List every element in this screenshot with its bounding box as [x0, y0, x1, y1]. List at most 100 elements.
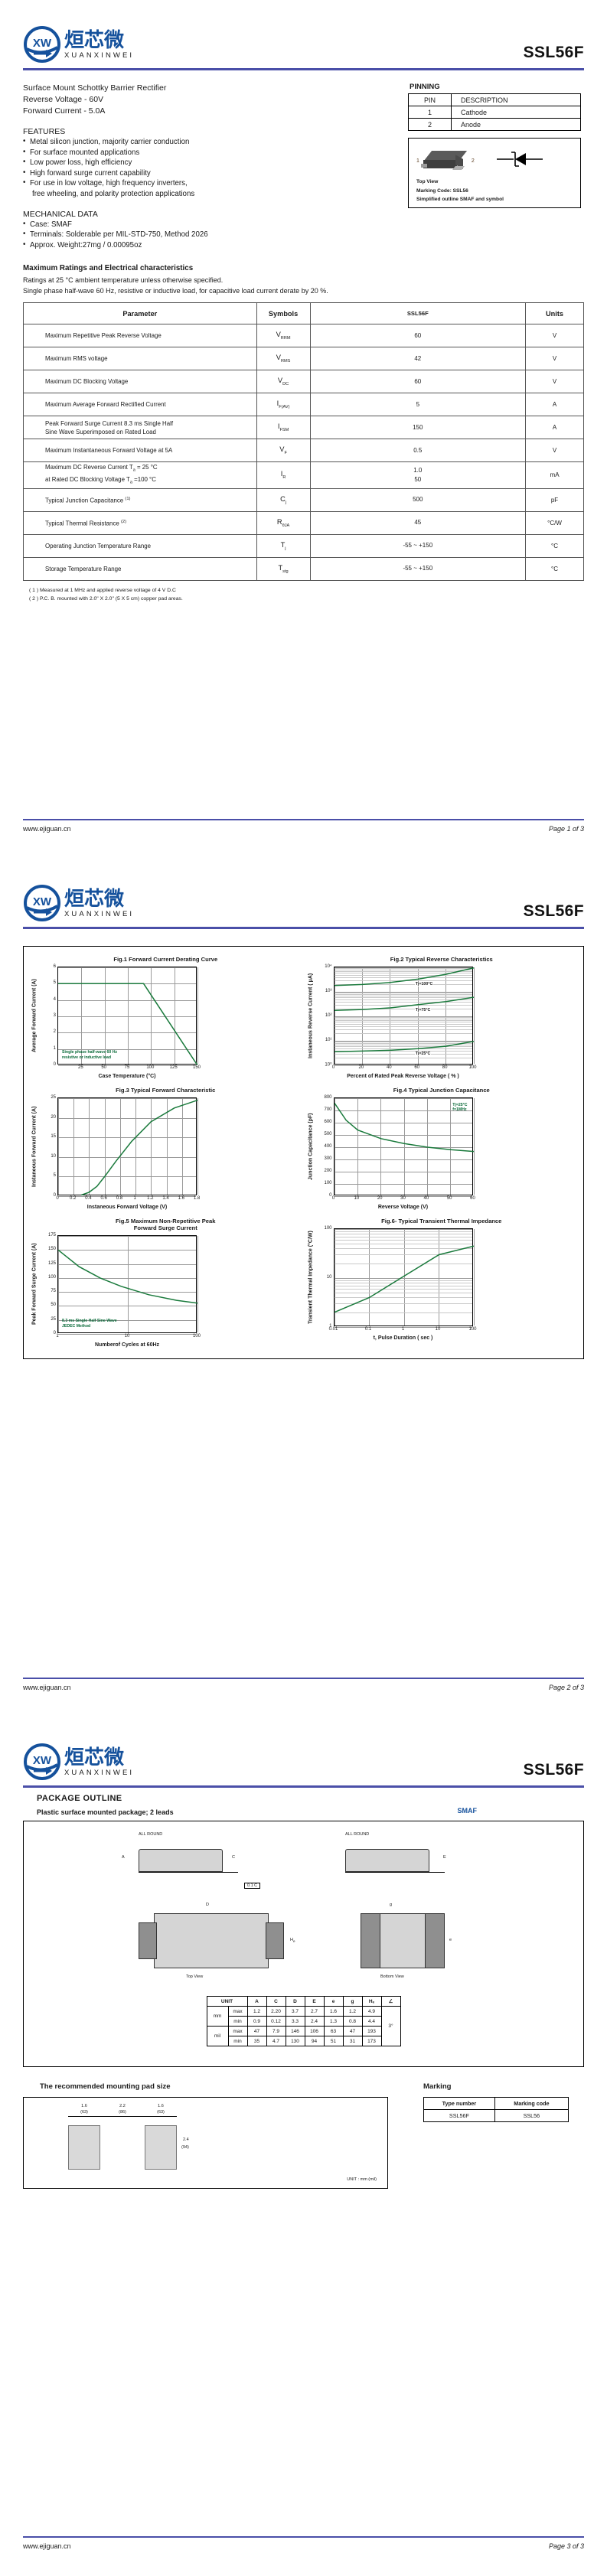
dim-value: 47 — [342, 2026, 363, 2036]
x-tick-label: 1 — [133, 1196, 136, 1201]
col-symbols: Symbols — [256, 302, 311, 325]
dim-value: 0.9 — [246, 2016, 267, 2027]
x-tick-label: 10 — [435, 1327, 441, 1332]
rating-parameter: Maximum Average Forward Rectified Curren… — [23, 393, 257, 417]
y-tick-label: 25 — [51, 1095, 56, 1100]
chart-plot-area — [333, 1228, 475, 1328]
pad-dim-value-2: 2.2 — [119, 2104, 126, 2108]
y-tick-label: 1 — [53, 1045, 56, 1051]
rating-unit: A — [525, 416, 584, 440]
feature-item: For use in low voltage, high frequency i… — [23, 178, 344, 189]
dim-value: 106 — [304, 2026, 325, 2036]
dim-value: 47 — [246, 2026, 267, 2036]
footer-url[interactable]: www.ejiguan.cn — [23, 1684, 71, 1691]
pad-dim-line-1 — [68, 2116, 100, 2117]
pinning-title: PINNING — [410, 83, 440, 91]
pinning-section: PINNING PIN DESCRIPTION 1 Cathode 2 Anod… — [408, 83, 584, 250]
rating-parameter: Storage Temperature Range — [23, 556, 257, 581]
rating-parameter: Peak Forward Surge Current 8.3 ms Single… — [23, 416, 257, 440]
table-row: Operating Junction Temperature Range Tj -5… — [23, 533, 584, 558]
y-tick-label: 125 — [47, 1260, 56, 1266]
rating-parameter: Maximum Repetitive Peak Reverse Voltage — [23, 324, 257, 348]
feature-item: High forward surge current capability — [23, 168, 344, 179]
logo-mark-icon: XW — [23, 885, 61, 923]
rating-parameter: Maximum DC Reverse Current Ta = 25 °C at … — [23, 461, 257, 489]
page-header: XW 烜芯微 XUANXINWEI SSL56F — [23, 1734, 584, 1782]
rating-unit: V — [525, 439, 584, 463]
chart-x-ticks: 1 10 100 — [56, 1333, 201, 1342]
header-rule — [23, 68, 584, 70]
dim-col-d: D — [285, 1996, 305, 2007]
x-tick-label: 1 — [401, 1327, 405, 1332]
footer-url[interactable]: www.ejiguan.cn — [23, 2542, 71, 2550]
dim-col-e: E — [304, 1996, 325, 2007]
ratings-header: Maximum Ratings and Electrical character… — [23, 264, 584, 295]
y-tick-label: 10 — [326, 1275, 332, 1280]
pin-description: Anode — [451, 118, 581, 131]
chart-plot-area — [57, 1097, 198, 1197]
rating-value: -55 ~ +150 — [309, 556, 527, 581]
x-tick-label: 50 — [446, 1196, 452, 1201]
package-caption-marking: Marking Code: SSL56 — [416, 187, 468, 194]
rating-unit: °C/W — [525, 510, 584, 535]
logo-chinese-name: 烜芯微 — [64, 1746, 125, 1770]
chart-x-ticks: 0 20 40 60 80 100 — [332, 1065, 477, 1073]
dim-value: 51 — [323, 2036, 344, 2046]
rating-value: 60 — [309, 370, 527, 394]
dim-angle-value: 3° — [380, 2006, 401, 2046]
package-pin2-label: 2 — [471, 158, 475, 164]
dim-value: 94 — [304, 2036, 325, 2046]
y-tick-label: 0 — [53, 1331, 56, 1335]
dim-g-label: g — [390, 1903, 393, 1907]
chart-x-axis-label: Reverse Voltage (V) — [377, 1205, 429, 1210]
chart-plot-area: Single phase half-wave 60 Hz resistive or… — [57, 967, 198, 1066]
curve-label: Tj=25°C — [414, 1052, 432, 1057]
dim-value: 0.8 — [342, 2016, 363, 2027]
x-tick-label: 0.1 — [364, 1327, 372, 1332]
dim-value: 3.3 — [285, 2016, 305, 2027]
footer-url[interactable]: www.ejiguan.cn — [23, 825, 71, 833]
package-outline-subtitle: Plastic surface mounted package; 2 leads — [37, 1808, 174, 1816]
chart-y-ticks: 0 5 10 15 20 25 — [39, 1095, 57, 1198]
x-tick-label: 40 — [386, 1065, 392, 1070]
chart-x-ticks: 0 10 20 30 40 50 60 — [331, 1195, 475, 1204]
x-tick-label: 1.8 — [193, 1196, 201, 1201]
marking-title: Marking — [423, 2082, 452, 2091]
page-footer: www.ejiguan.cn Page 1 of 3 — [23, 819, 584, 833]
chart-y-axis-label: Instaneous Forward Current (A) — [31, 1106, 38, 1187]
dim-col-unit: UNIT — [206, 1996, 248, 2007]
dim-value: 1.2 — [342, 2006, 363, 2017]
chart-y-ticks: 1 10 100 — [315, 1226, 334, 1329]
logo-mark-icon: XW — [23, 26, 61, 64]
logo-mark-icon: XW — [23, 1743, 61, 1782]
chart-x-axis-label: Instaneous Forward Voltage (V) — [86, 1205, 168, 1210]
x-tick-label: 0 — [331, 1196, 335, 1201]
ball-note-left: ALL ROUND — [139, 1832, 163, 1837]
intro-line-2: Reverse Voltage - 60V — [23, 95, 104, 104]
company-logo: XW 烜芯微 XUANXINWEI — [23, 1743, 134, 1782]
part-number: SSL56F — [523, 1761, 584, 1779]
table-row: 1 Cathode — [408, 106, 581, 119]
chart-y-axis-label: Junction Capacitance (pF) — [308, 1113, 313, 1180]
curve-label: Tj=100°C — [414, 982, 434, 987]
dim-value: 2.7 — [304, 2006, 325, 2017]
table-row: Maximum DC Reverse Current Ta = 25 °C at … — [23, 461, 584, 489]
mounting-pad-title: The recommended mounting pad size — [40, 2082, 171, 2091]
chart-title: Fig.4 Typical Junction Capacitance — [393, 1087, 490, 1094]
dim-value: 2.20 — [266, 2006, 286, 2017]
col-device: SSL56F — [309, 302, 527, 325]
chart-annotation: Tj=25°C f=1MHz — [452, 1103, 468, 1113]
marking-col-code: Marking code — [494, 2097, 569, 2110]
note-item: ( 1 ) Measured at 1 MHz and applied reve… — [29, 587, 176, 593]
x-tick-label: 10 — [354, 1196, 360, 1201]
pad-dim-mil-1: (63) — [80, 2110, 88, 2115]
pin-number: 2 — [408, 118, 452, 131]
intro-section: Surface Mount Schottky Barrier Rectifier… — [23, 83, 584, 250]
dim-value: 31 — [342, 2036, 363, 2046]
rating-symbol: Tstg — [256, 556, 311, 581]
table-row: Maximum RMS voltage VRMS 42 V — [23, 347, 584, 371]
dim-e-label: E — [443, 1855, 446, 1860]
dim-value: 2.4 — [304, 2016, 325, 2027]
table-header-row: Type number Marking code — [423, 2097, 569, 2110]
intro-line-3: Forward Current - 5.0A — [23, 106, 106, 116]
